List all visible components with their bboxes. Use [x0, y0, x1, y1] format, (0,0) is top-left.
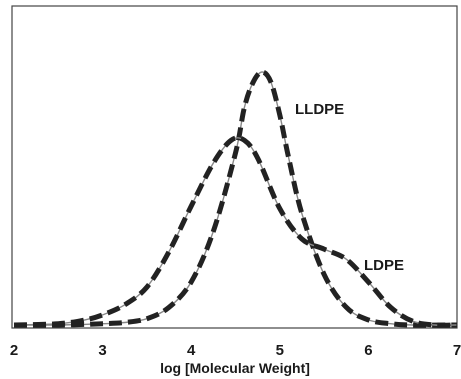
- x-tick-label: 7: [453, 342, 461, 359]
- series-line-lldpe: [13, 69, 458, 328]
- x-tick-label: 6: [364, 342, 372, 359]
- x-axis-title: log [Molecular Weight]: [160, 360, 310, 376]
- x-tick-label: 5: [276, 342, 284, 359]
- x-tick-label: 3: [98, 342, 106, 359]
- x-tick-label: 4: [187, 342, 196, 359]
- series-label-ldpe: LDPE: [364, 257, 404, 274]
- series-label-lldpe: LLDPE: [295, 101, 344, 118]
- plot-frame: [11, 5, 458, 329]
- x-tick-label: 2: [10, 342, 18, 359]
- series-layer: [13, 69, 458, 328]
- x-tick-labels: 2 3 4 5 6 7: [10, 342, 461, 359]
- series-line-ldpe: [13, 135, 458, 328]
